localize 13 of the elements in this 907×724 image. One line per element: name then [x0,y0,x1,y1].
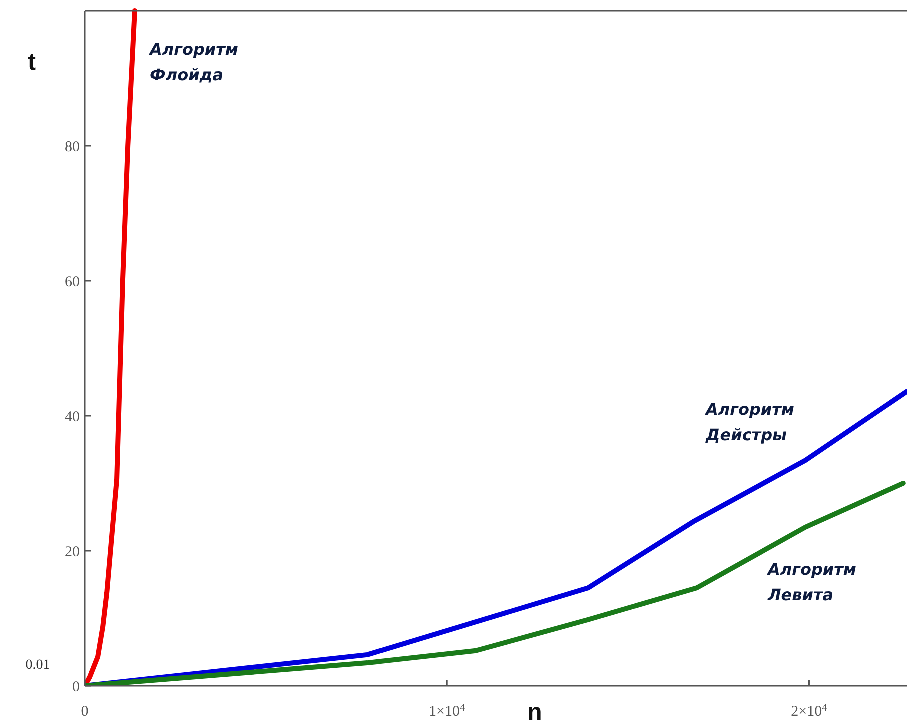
y-tick-label: 0 [72,679,80,696]
y-tick-label: 80 [65,139,80,156]
series-label: Алгоритм Флойда [148,40,238,85]
series-label: Алгоритм Левита [766,560,856,605]
y-tick-label: 60 [65,274,80,290]
series-label: Алгоритм Дейстры [704,400,794,445]
x-axis-title: n [528,699,542,724]
x-tick-label: 2×10$^{4}$ [791,702,828,720]
text: 0.01 [26,658,50,673]
y-axis-title: t [28,49,36,76]
x-tick-label: 1×10$^{4}$ [429,702,466,720]
y-tick-label: 20 [65,544,80,560]
y-tick-label: 40 [65,409,80,426]
